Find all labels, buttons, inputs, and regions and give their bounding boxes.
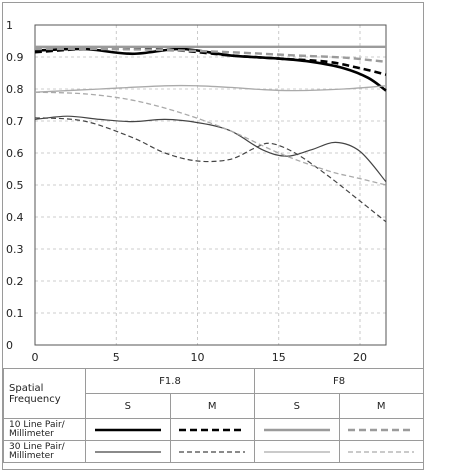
y-tick-label: 0.5 [6, 179, 24, 192]
series-line-5 [34, 117, 387, 223]
legend-header-spatial-frequency: Spatial Frequency [3, 368, 86, 419]
y-tick-label: 0.7 [6, 115, 24, 128]
y-tick-label: 0.2 [6, 275, 24, 288]
chart-frame [2, 2, 424, 470]
legend-swatch-f8-10-s [263, 428, 330, 431]
x-tick-label: 5 [113, 351, 120, 364]
legend-swatch-f18-10-m [179, 428, 246, 431]
legend-swatch-f8-30-m [348, 450, 415, 453]
legend-swatch-f18-10-s [94, 428, 161, 431]
legend-swatch [338, 418, 424, 441]
grid [35, 25, 386, 345]
legend-swatch-f18-30-s [94, 450, 161, 453]
y-tick-label: 0.3 [6, 243, 24, 256]
plot-area [34, 24, 387, 346]
x-tick-label: 10 [191, 351, 205, 364]
legend-swatch-f8-30-s [263, 450, 330, 453]
series-lines [34, 45, 387, 223]
x-axis-ticks: 0 5 10 15 20 [32, 351, 368, 364]
legend-swatch [169, 418, 255, 441]
legend-orientation-m: M [169, 393, 255, 419]
legend-swatch [169, 440, 255, 463]
legend-orientation-s: S [85, 393, 171, 419]
legend-row-30-lp: 30 Line Pair/ Millimeter [3, 440, 86, 463]
legend-swatch [338, 440, 424, 463]
legend-swatch [254, 418, 340, 441]
legend-row-10-lp: 10 Line Pair/ Millimeter [3, 418, 86, 441]
x-tick-label: 0 [32, 351, 39, 364]
legend-swatch-f8-10-m [348, 428, 415, 431]
legend-swatch-f18-30-m [179, 450, 246, 453]
legend-swatch [85, 418, 171, 441]
legend-swatch [85, 440, 171, 463]
legend-aperture-f8: F8 [254, 368, 424, 394]
series-line-4 [34, 115, 387, 183]
legend-table: Spatial Frequency F1.8 F8 S M S M 10 Lin… [3, 368, 424, 463]
y-tick-label: 1 [6, 19, 13, 32]
legend-orientation-m: M [338, 393, 424, 419]
series-line-6 [34, 84, 387, 93]
legend-swatch [254, 440, 340, 463]
legend-aperture-f18: F1.8 [85, 368, 255, 394]
y-axis-ticks: 1 0.9 0.8 0.7 0.6 0.5 0.4 0.3 0.2 0.1 0 [6, 19, 24, 352]
y-tick-label: 0.8 [6, 83, 24, 96]
series-line-3 [34, 47, 387, 63]
legend-orientation-s: S [254, 393, 340, 419]
series-line-7 [34, 91, 387, 186]
series-line-0 [34, 47, 387, 92]
mtf-chart: 1 0.9 0.8 0.7 0.6 0.5 0.4 0.3 0.2 0.1 0 0 5 10 15 20 [6, 19, 387, 364]
x-tick-label: 15 [272, 351, 286, 364]
y-tick-label: 0.9 [6, 51, 24, 64]
y-tick-label: 0.1 [6, 307, 24, 320]
x-tick-label: 20 [353, 351, 367, 364]
y-tick-label: 0.4 [6, 211, 24, 224]
y-tick-label: 0.6 [6, 147, 24, 160]
y-tick-label: 0 [6, 339, 13, 352]
